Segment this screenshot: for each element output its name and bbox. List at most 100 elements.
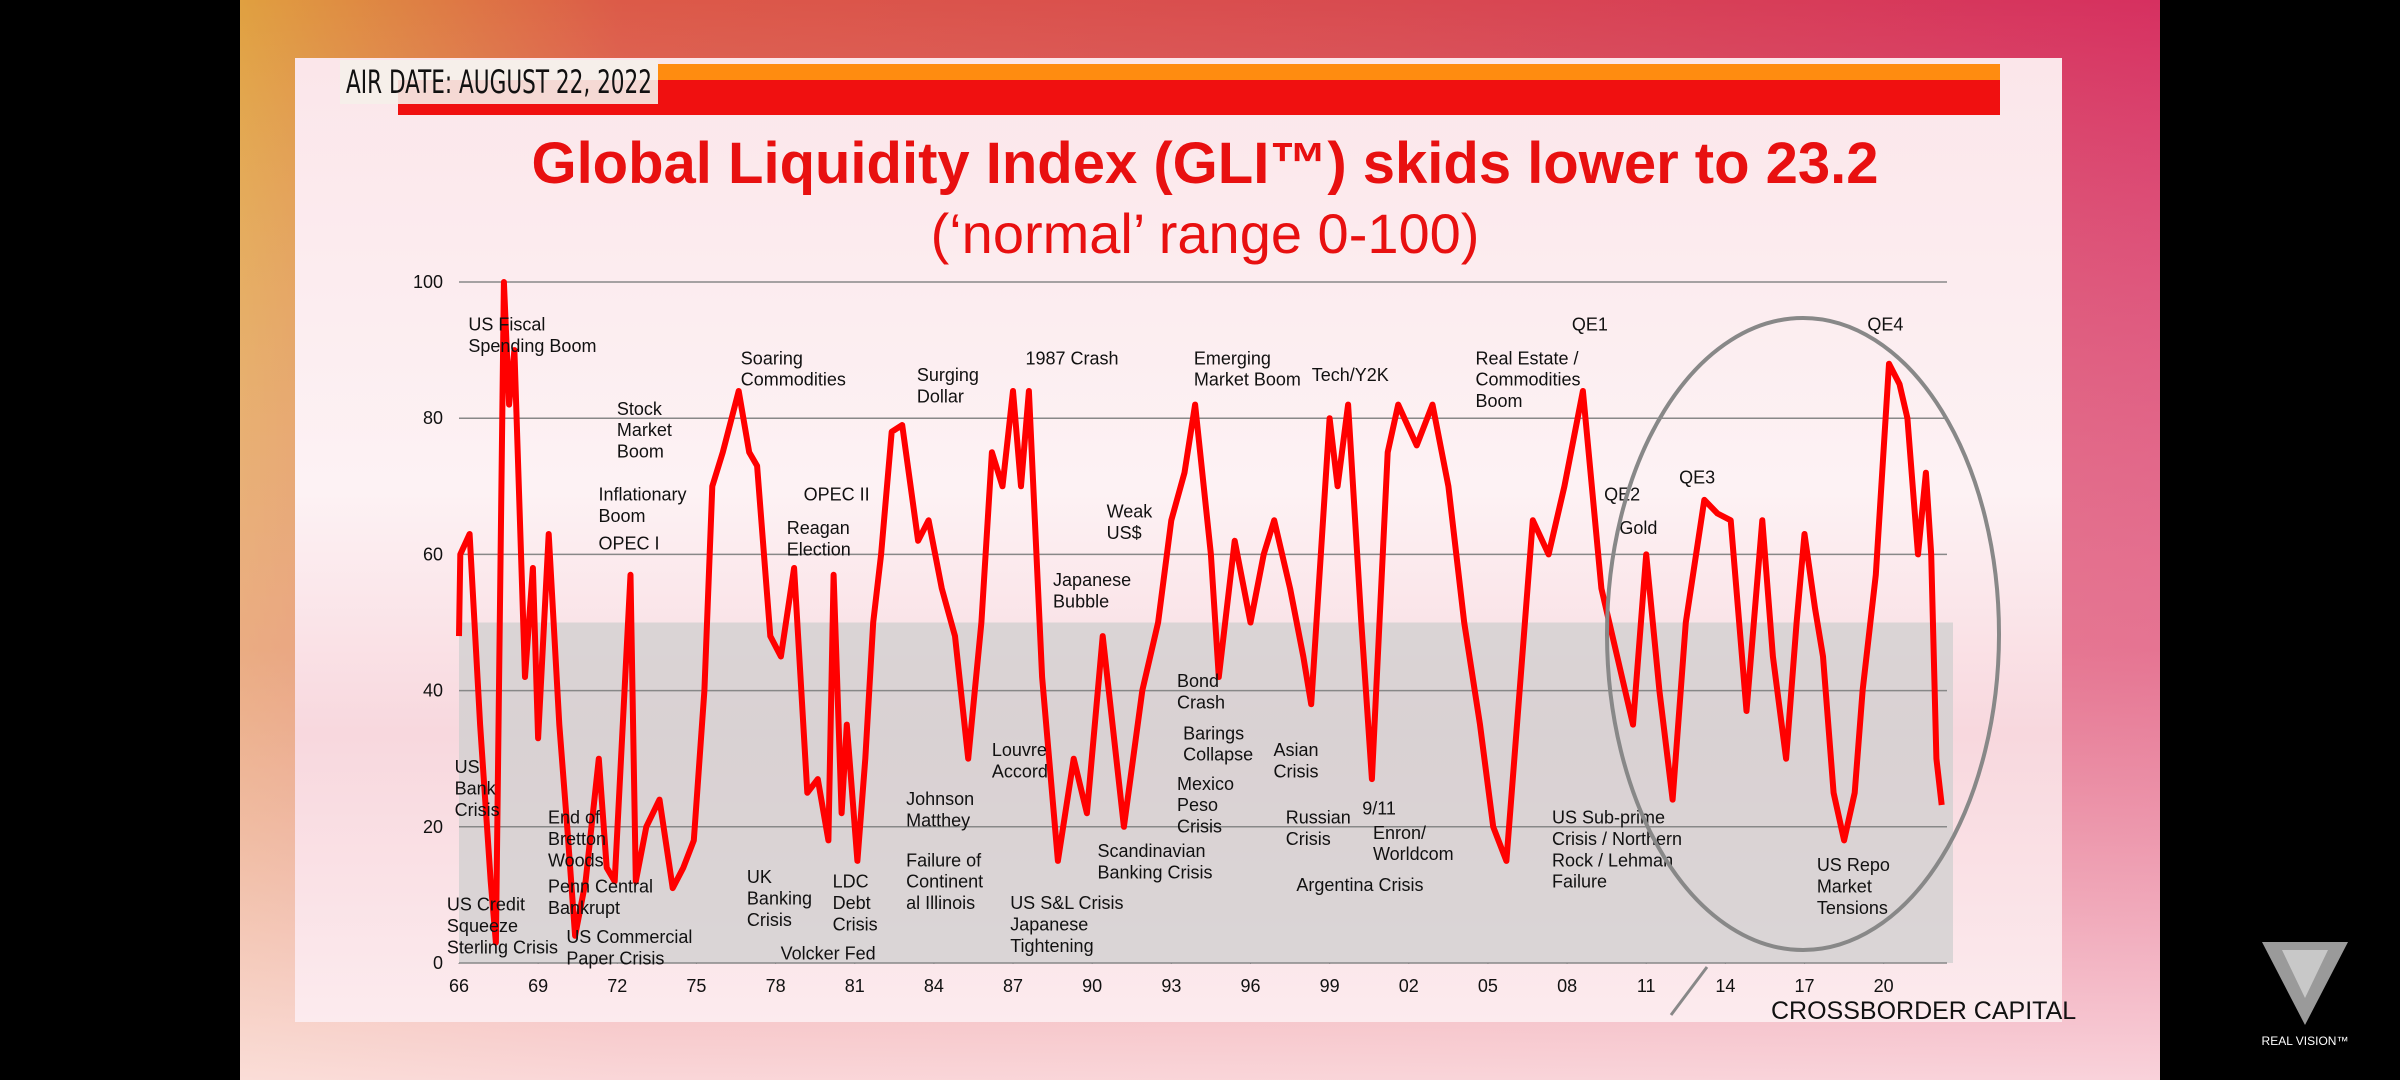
annotation-line: Election <box>787 540 851 560</box>
annotation-line: Banking <box>747 889 812 909</box>
annotation-line: Japanese <box>1053 570 1131 590</box>
annotation-line: Stock <box>617 399 663 419</box>
annotation-line: US <box>455 757 480 777</box>
annotation-line: Sterling Crisis <box>447 938 558 958</box>
annotation-line: Crisis <box>1286 829 1331 849</box>
annotation-line: US Commercial <box>566 927 692 947</box>
x-tick-label: 02 <box>1399 976 1419 996</box>
plot: 0 20 40 60 80 100 66 69 72 75 78 81 84 87 90 93 96 99 02 05… <box>413 272 1953 996</box>
x-tick-label: 99 <box>1320 976 1340 996</box>
x-tick-label: 14 <box>1715 976 1735 996</box>
annotation-line: Soaring <box>741 348 803 368</box>
annotation-line: Volcker Fed <box>781 944 876 964</box>
annotation-line: Scandinavian <box>1097 841 1205 861</box>
annotation-line: Commodities <box>741 370 846 390</box>
annotation-line: Weak <box>1107 501 1154 521</box>
annotation-line: Crisis <box>455 800 500 820</box>
x-tick-label: 11 <box>1637 976 1656 996</box>
annotation-line: Continent <box>906 872 983 892</box>
annotation-line: QE4 <box>1867 315 1903 335</box>
x-tick-label: 84 <box>924 976 944 996</box>
annotation-line: Tech/Y2K <box>1312 365 1389 385</box>
annotation-line: Crash <box>1177 693 1225 713</box>
annotation-line: Argentina Crisis <box>1296 875 1423 895</box>
annotation-line: Spending Boom <box>468 336 596 356</box>
annotation-line: Gold <box>1619 518 1657 538</box>
annotation-line: UK <box>747 867 772 887</box>
highlight-ellipse <box>1605 316 2001 952</box>
x-tick-label: 90 <box>1082 976 1102 996</box>
annotation-line: US Credit <box>447 895 525 915</box>
y-tick-label: 0 <box>433 953 443 973</box>
annotation: 1987 Crash <box>1026 348 1119 368</box>
annotation-line: QE3 <box>1679 468 1715 488</box>
annotation-line: US Fiscal <box>468 315 545 335</box>
annotation: QE3 <box>1679 468 1715 488</box>
annotation-line: Squeeze <box>447 916 518 936</box>
y-tick-label: 80 <box>423 408 443 428</box>
annotation-line: Bretton <box>548 829 606 849</box>
annotation-line: Banking Crisis <box>1097 863 1212 883</box>
annotation-line: Penn Central <box>548 876 653 896</box>
x-tick-label: 17 <box>1795 976 1815 996</box>
annotation: Tech/Y2K <box>1312 365 1389 385</box>
annotation-line: Failure <box>1552 872 1607 892</box>
annotation-line: Mexico <box>1177 774 1234 794</box>
logo-mark-inner <box>2282 950 2328 998</box>
annotation-line: Tightening <box>1010 936 1093 956</box>
annotation-line: Bond <box>1177 671 1219 691</box>
annotation-line: Collapse <box>1183 745 1253 765</box>
annotation: OPEC I <box>598 533 659 553</box>
annotation-line: OPEC II <box>804 485 870 505</box>
annotation-line: US Repo <box>1817 855 1890 875</box>
source-label: CROSSBORDER CAPITAL <box>1771 997 2076 1025</box>
annotation-line: LDC <box>833 872 869 892</box>
annotation-line: Rock / Lehman <box>1552 850 1673 870</box>
annotation-line: Crisis <box>747 910 792 930</box>
annotation-line: Matthey <box>906 811 970 831</box>
x-tick-label: 69 <box>528 976 548 996</box>
annotation: QE2 <box>1604 485 1640 505</box>
annotation-line: US Sub-prime <box>1552 807 1665 827</box>
x-tick-label: 20 <box>1874 976 1894 996</box>
x-tick-label: 81 <box>845 976 865 996</box>
annotation-line: Failure of <box>906 850 982 870</box>
annotation-line: Crisis / Northern <box>1552 829 1682 849</box>
red-bar <box>398 80 2000 115</box>
x-tick-label: 93 <box>1161 976 1181 996</box>
annotation: Enron/Worldcom <box>1373 823 1454 864</box>
annotation-line: Market <box>1817 876 1872 896</box>
annotation-line: End of <box>548 807 601 827</box>
x-tick-label: 08 <box>1557 976 1577 996</box>
x-tick-label: 87 <box>1003 976 1023 996</box>
chart-title: Global Liquidity Index (GLI™) skids lowe… <box>531 131 1878 196</box>
annotation: OPEC II <box>804 485 870 505</box>
annotation: QE4 <box>1867 315 1903 335</box>
annotation: Sterling Crisis <box>447 938 558 958</box>
annotation-line: Accord <box>992 762 1048 782</box>
orange-bar <box>658 64 2000 82</box>
